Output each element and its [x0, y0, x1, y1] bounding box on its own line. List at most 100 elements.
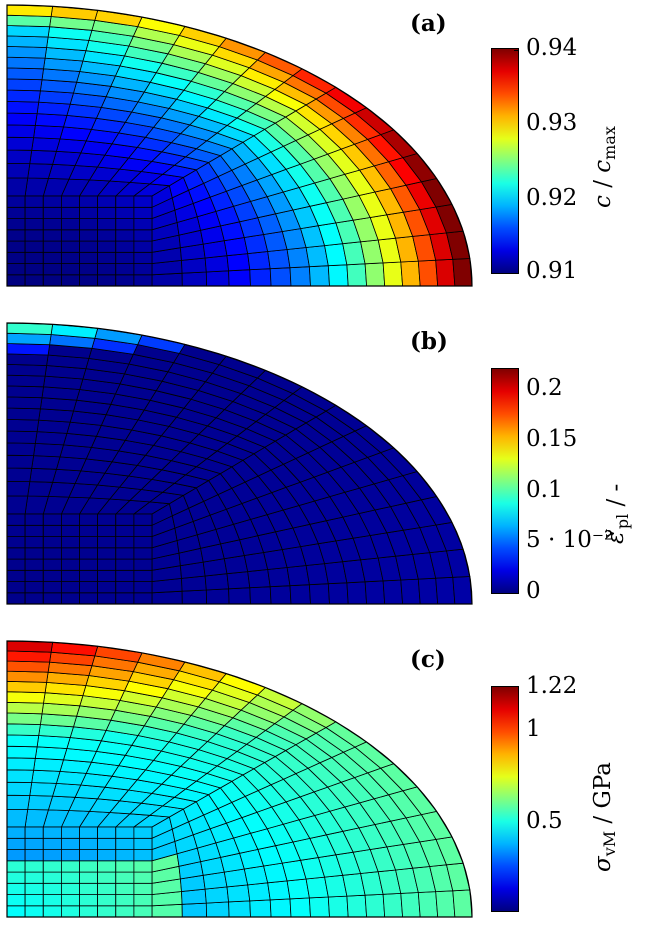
mesh-element [61, 581, 80, 594]
mesh-element [6, 524, 26, 538]
mesh-element [133, 263, 153, 276]
mesh-element [267, 249, 291, 270]
mesh-element [29, 782, 57, 797]
mesh-element [6, 480, 31, 497]
mesh-element [133, 860, 153, 873]
mesh-element [6, 757, 36, 771]
mesh-element [382, 579, 404, 605]
mesh-element [24, 240, 44, 253]
mesh-element [115, 229, 135, 242]
mesh-element [435, 258, 456, 287]
mesh-element [61, 849, 80, 862]
mesh-element [286, 878, 310, 900]
mesh-element [327, 264, 349, 287]
mesh-element [181, 902, 208, 918]
mesh-element [115, 569, 135, 583]
mesh-element [6, 195, 26, 208]
mesh-element [97, 229, 117, 242]
mesh-element [115, 882, 135, 896]
mesh-element [6, 149, 33, 165]
mesh-element [24, 894, 44, 907]
mesh-element [42, 592, 62, 605]
mesh-element [400, 892, 421, 918]
mesh-element [308, 583, 330, 605]
mesh-element [42, 524, 62, 538]
mesh-element [24, 860, 44, 873]
mesh-element [6, 177, 29, 197]
mesh-element [364, 262, 386, 287]
mesh-element [269, 585, 292, 605]
mesh-element [97, 263, 117, 276]
mesh-element [400, 578, 421, 605]
mesh-element [61, 547, 80, 560]
mesh-element [6, 78, 43, 92]
mesh-element [61, 558, 80, 571]
mesh-element [6, 547, 26, 560]
mesh-element [6, 56, 46, 70]
mesh-element [6, 14, 52, 28]
panel-label-c: (c) [410, 646, 446, 673]
mesh-element [6, 894, 26, 907]
mesh-element [79, 871, 99, 884]
mesh-element [42, 837, 62, 851]
mesh-element [6, 25, 51, 38]
mesh-element [133, 240, 153, 253]
mesh-element [6, 680, 48, 694]
mesh-element [181, 271, 208, 287]
mesh-element [133, 905, 153, 918]
mesh-element [6, 826, 26, 839]
mesh-element [6, 808, 29, 828]
mesh-element [133, 558, 153, 571]
mesh-element [327, 895, 349, 918]
mesh-element [6, 769, 35, 783]
mesh-element [61, 569, 80, 583]
mesh-element [226, 253, 251, 272]
mesh-element [133, 849, 153, 862]
mesh-element [205, 270, 230, 287]
mesh-element [115, 251, 135, 265]
mesh-element [417, 577, 439, 605]
mesh-element [79, 524, 99, 538]
mesh-element [6, 871, 26, 884]
mesh-element [286, 247, 310, 269]
mesh-element [24, 592, 44, 605]
mesh-element [6, 363, 48, 377]
mesh-element [97, 894, 117, 907]
mesh-element [79, 547, 99, 560]
mesh-element [6, 396, 43, 410]
mesh-element [6, 274, 26, 287]
colorbar-tick: 0.94 [526, 35, 578, 61]
mesh-element [115, 826, 135, 839]
mesh-element [61, 263, 80, 276]
mesh-element [42, 871, 62, 884]
colorbar-tick: 0.93 [526, 110, 578, 136]
colorbar-tick: 5 · 10⁻² [526, 527, 614, 553]
mesh-element [6, 251, 26, 265]
mesh-element [29, 467, 57, 483]
mesh-element [6, 558, 26, 571]
mesh-element [42, 536, 62, 549]
mesh-element [24, 569, 44, 583]
mesh-element [205, 588, 230, 605]
mesh-element [61, 240, 80, 253]
panel-label-b: (b) [410, 328, 448, 355]
mesh-element [97, 849, 117, 862]
mesh-element [24, 905, 44, 918]
mesh-element [417, 259, 439, 287]
mesh-element [97, 837, 117, 851]
mesh-element [115, 837, 135, 851]
mesh-element [34, 431, 68, 446]
mesh-element [6, 4, 54, 17]
mesh-element [115, 592, 135, 605]
mesh-element [6, 723, 41, 736]
mesh-element [97, 195, 117, 208]
mesh-element [79, 251, 99, 265]
mesh-element [61, 826, 80, 839]
mesh-element [79, 558, 99, 571]
domain-outline [6, 4, 473, 287]
mesh-element [382, 261, 404, 287]
mesh-element [33, 442, 65, 458]
mesh-element [42, 547, 62, 560]
mesh-element [61, 229, 80, 242]
mesh-element [24, 826, 44, 839]
